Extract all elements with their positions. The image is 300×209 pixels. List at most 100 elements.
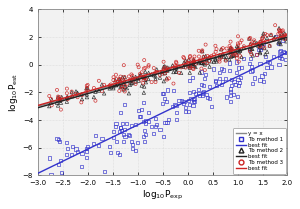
Point xyxy=(217,60,222,63)
Point xyxy=(85,144,90,148)
Point xyxy=(56,104,61,107)
Point xyxy=(141,101,146,104)
Point xyxy=(114,84,119,87)
Point xyxy=(120,87,125,90)
Point xyxy=(204,58,209,61)
Point xyxy=(278,29,283,32)
Point xyxy=(258,62,262,65)
Point xyxy=(182,56,186,60)
Point xyxy=(201,60,206,63)
Point xyxy=(149,73,154,76)
Point xyxy=(122,82,126,86)
Point xyxy=(278,35,282,38)
Point xyxy=(280,38,285,42)
Point xyxy=(64,100,69,103)
Point xyxy=(196,92,201,95)
Point xyxy=(260,34,265,38)
Point xyxy=(182,61,186,64)
Point xyxy=(85,96,89,99)
Point xyxy=(262,46,267,49)
Point xyxy=(85,87,89,90)
Point xyxy=(172,102,177,106)
Point xyxy=(130,143,135,146)
Point xyxy=(227,51,232,54)
Point xyxy=(239,39,244,42)
Point xyxy=(190,61,195,65)
Point xyxy=(143,119,148,122)
Point xyxy=(121,133,126,136)
Point xyxy=(58,159,63,162)
Point xyxy=(272,38,276,41)
Point xyxy=(133,149,138,152)
Point xyxy=(122,75,127,79)
Point xyxy=(135,141,140,144)
Point xyxy=(265,66,269,69)
Point xyxy=(228,89,233,93)
Point xyxy=(204,93,209,97)
Point xyxy=(133,80,138,83)
Point xyxy=(249,69,254,73)
Point xyxy=(118,111,123,114)
Point xyxy=(282,51,287,55)
Point xyxy=(220,53,225,56)
Point xyxy=(117,153,122,156)
Point xyxy=(130,147,135,150)
Point xyxy=(124,122,129,125)
Point xyxy=(143,80,148,84)
Point xyxy=(236,84,241,87)
Point xyxy=(250,41,255,44)
Point xyxy=(97,89,101,92)
Point xyxy=(139,115,143,118)
Point xyxy=(213,58,218,61)
Point xyxy=(232,54,236,58)
Point xyxy=(57,140,62,144)
Point xyxy=(59,95,64,99)
Point xyxy=(238,54,242,57)
Point xyxy=(234,54,239,57)
Point xyxy=(70,95,75,98)
Point xyxy=(174,111,179,114)
Point xyxy=(268,65,273,69)
Point xyxy=(200,49,205,52)
Point xyxy=(123,85,128,89)
Point xyxy=(119,129,124,132)
Point xyxy=(161,135,166,139)
Point xyxy=(80,93,84,97)
Point xyxy=(193,92,198,95)
Point xyxy=(161,68,166,71)
Point xyxy=(278,42,283,46)
Point xyxy=(267,44,272,47)
Point xyxy=(115,151,120,154)
Point xyxy=(142,76,147,80)
Point xyxy=(57,176,62,180)
Point xyxy=(57,97,62,100)
Point xyxy=(75,96,80,99)
Point xyxy=(238,41,243,44)
Point xyxy=(228,51,233,54)
Point xyxy=(128,78,132,82)
Point xyxy=(165,78,170,81)
Point xyxy=(228,94,233,97)
Point xyxy=(201,62,206,65)
Point xyxy=(74,92,78,96)
Point xyxy=(209,105,214,108)
Point xyxy=(64,96,69,99)
Point xyxy=(221,52,226,56)
Point xyxy=(176,64,181,68)
Legend: y = x, Tb method 1, best fit, Tb method 2, best fit, Tb method 3, best fit: y = x, Tb method 1, best fit, Tb method … xyxy=(233,128,286,174)
Point xyxy=(278,55,282,59)
Point xyxy=(114,77,119,81)
Point xyxy=(209,55,214,58)
Point xyxy=(278,49,283,52)
Point xyxy=(227,61,232,65)
Point xyxy=(139,108,144,111)
Point xyxy=(56,162,61,166)
Point xyxy=(272,37,276,40)
Point xyxy=(234,53,239,56)
Point xyxy=(85,156,89,159)
Point xyxy=(154,122,159,126)
Point xyxy=(59,171,64,174)
Point xyxy=(55,88,59,92)
Point xyxy=(262,46,267,50)
Point xyxy=(260,37,264,40)
